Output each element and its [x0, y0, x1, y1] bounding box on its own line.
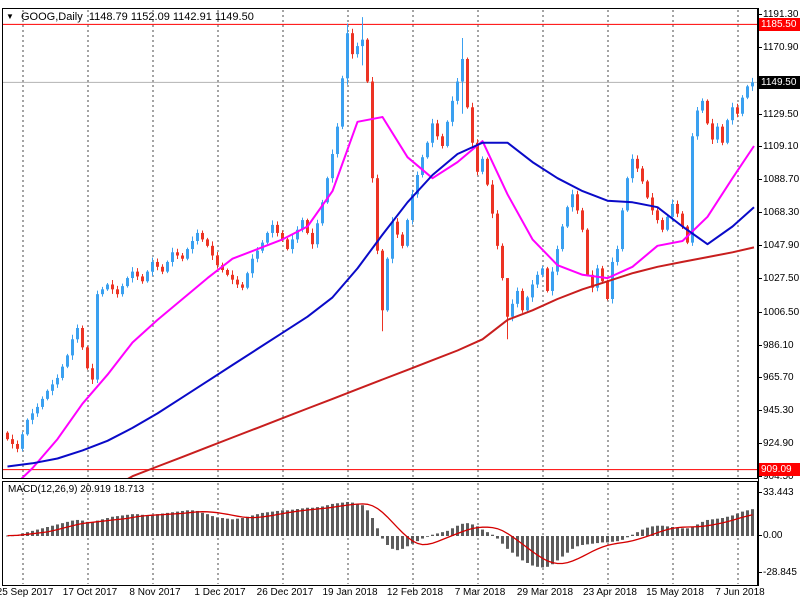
- macd-chart[interactable]: [3, 482, 757, 585]
- date-tick-label: 15 May 2018: [646, 587, 704, 598]
- price-tick-label: 1170.90: [758, 42, 798, 53]
- macd-signal-line: [7, 503, 753, 565]
- price-tick-label: 924.90: [758, 438, 794, 449]
- chevron-down-icon[interactable]: ▼: [6, 12, 14, 21]
- tick-mark: [758, 277, 762, 279]
- date-tick-label: 1 Dec 2017: [194, 587, 246, 598]
- tick-mark: [758, 113, 762, 115]
- quote-close: 1149.50: [214, 11, 254, 23]
- price-tick-label: 1191.30: [758, 9, 798, 20]
- price-tick-label: 1027.50: [758, 273, 799, 284]
- tick-mark: [758, 377, 762, 379]
- macd-panel[interactable]: [2, 481, 758, 586]
- price-tick-label: 965.70: [758, 372, 794, 383]
- tick-mark: [758, 344, 762, 346]
- date-tick-label: 12 Feb 2018: [386, 587, 444, 598]
- price-tick-label: 1068.30: [758, 207, 799, 218]
- price-tick-label: 986.10: [758, 340, 794, 351]
- date-tick-label: 8 Nov 2017: [129, 587, 181, 598]
- macd-tick-label: -28.845: [758, 567, 797, 578]
- ma-slow-line: [127, 246, 755, 478]
- time-axis[interactable]: 25 Sep 2017 17 Oct 2017 8 Nov 2017 1 Dec 20…: [0, 587, 765, 600]
- tick-mark: [758, 311, 762, 313]
- tick-mark: [758, 245, 762, 246]
- price-marker-1149.50: 1149.50: [759, 75, 800, 89]
- horizontal-level-lines: [3, 23, 757, 471]
- date-tick-label: 7 Mar 2018: [454, 587, 506, 598]
- tick-mark: [758, 572, 762, 574]
- price-axis[interactable]: 1191.30 1170.90 1129.50 1109.10 1088.70 1068.…: [758, 8, 800, 586]
- date-tick-label: 29 Mar 2018: [516, 587, 574, 598]
- tick-mark: [758, 492, 762, 494]
- grid-lines-main: [22, 10, 739, 477]
- price-tick-label: 904.50: [758, 471, 794, 482]
- macd-tick-label: 0.00: [758, 530, 782, 541]
- macd-indicator-label: MACD(12,26,9) 20.919 18.713: [8, 484, 144, 495]
- candle-bodies: [6, 33, 754, 449]
- tick-mark: [758, 212, 762, 214]
- tick-mark: [758, 146, 762, 148]
- grid-lines-macd: [22, 483, 739, 584]
- macd-name: MACD(12,26,9): [8, 484, 78, 495]
- tick-mark: [758, 476, 762, 477]
- quote-low: 1142.91: [172, 11, 212, 23]
- price-marker-1185.50: 1185.50: [759, 17, 800, 31]
- quote-high: 1152.09: [130, 11, 170, 23]
- date-tick-label: 25 Sep 2017: [0, 587, 54, 598]
- symbol-timeframe-label: GOOG,Daily: [20, 11, 83, 23]
- macd-main-value: 20.919: [80, 484, 111, 495]
- tick-mark: [758, 46, 762, 48]
- price-tick-label: 1006.50: [758, 307, 799, 318]
- tick-mark: [758, 179, 762, 181]
- macd-tick-label: 33.443: [758, 487, 794, 498]
- tick-mark: [758, 410, 762, 412]
- tick-mark: [758, 14, 762, 15]
- ma-mid-line: [7, 141, 755, 468]
- price-tick-label: 1088.70: [758, 174, 799, 185]
- date-tick-label: 19 Jan 2018: [322, 587, 378, 598]
- date-tick-label: 17 Oct 2017: [62, 587, 118, 598]
- date-tick-label: 23 Apr 2018: [583, 587, 637, 598]
- tick-mark: [758, 443, 762, 445]
- price-tick-label: 945.30: [758, 405, 794, 416]
- price-marker-909.09: 909.09: [759, 463, 800, 477]
- price-chart-panel[interactable]: [2, 8, 758, 479]
- quote-line: ▼ GOOG,Daily 1148.79 1152.09 1142.91 114…: [6, 11, 254, 23]
- price-tick-label: 1047.90: [758, 240, 799, 251]
- date-tick-label: 26 Dec 2017: [256, 587, 314, 598]
- quote-open: 1148.79: [88, 11, 128, 23]
- price-tick-label: 1109.10: [758, 141, 798, 152]
- price-tick-label: 1129.50: [758, 109, 798, 120]
- tick-mark: [758, 535, 762, 536]
- date-tick-label: 7 Jun 2018: [715, 587, 765, 598]
- candlestick-chart[interactable]: [3, 9, 757, 478]
- macd-signal-value: 18.713: [113, 484, 145, 495]
- macd-histogram: [6, 501, 754, 568]
- ma-fast-line: [20, 116, 755, 478]
